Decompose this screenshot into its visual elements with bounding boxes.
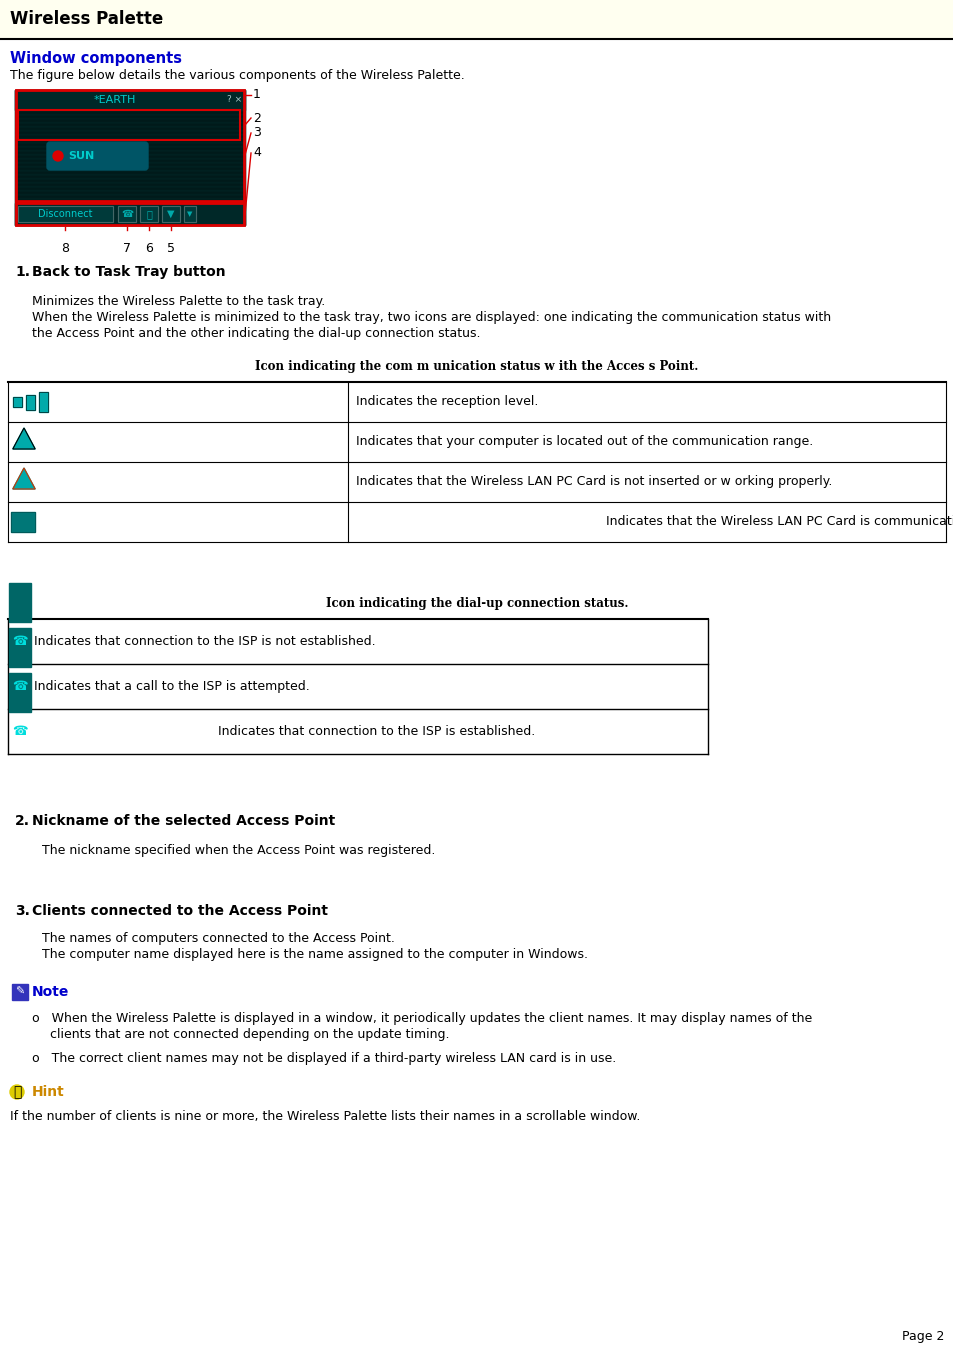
Text: Indicates that connection to the ISP is not established.: Indicates that connection to the ISP is … bbox=[34, 635, 375, 648]
Text: Minimizes the Wireless Palette to the task tray.: Minimizes the Wireless Palette to the ta… bbox=[32, 295, 325, 308]
Text: ☎: ☎ bbox=[12, 725, 28, 738]
Circle shape bbox=[53, 151, 63, 161]
Text: Back to Task Tray button: Back to Task Tray button bbox=[32, 265, 226, 280]
Bar bbox=[162, 205, 180, 222]
Text: *EARTH: *EARTH bbox=[93, 95, 136, 105]
FancyBboxPatch shape bbox=[47, 142, 148, 170]
Text: 3: 3 bbox=[253, 127, 260, 139]
Bar bbox=[26, 394, 35, 409]
Bar bbox=[39, 392, 48, 412]
Text: The computer name displayed here is the name assigned to the computer in Windows: The computer name displayed here is the … bbox=[42, 948, 587, 961]
Circle shape bbox=[10, 1085, 24, 1098]
Text: 1.: 1. bbox=[15, 265, 30, 280]
Text: ▼: ▼ bbox=[167, 209, 174, 219]
Text: Indicates that connection to the ISP is established.: Indicates that connection to the ISP is … bbox=[34, 725, 535, 738]
Text: 2.: 2. bbox=[15, 815, 30, 828]
Text: ☎: ☎ bbox=[121, 209, 132, 219]
Text: 5: 5 bbox=[167, 242, 174, 254]
Bar bbox=[18, 205, 112, 222]
Bar bbox=[18, 205, 112, 222]
Bar bbox=[39, 392, 48, 412]
Text: 2: 2 bbox=[253, 112, 260, 124]
Bar bbox=[11, 512, 35, 532]
Text: Indicates the reception level.: Indicates the reception level. bbox=[355, 396, 537, 408]
Text: 3.: 3. bbox=[15, 904, 30, 917]
Bar bbox=[15, 91, 245, 226]
Text: ☎: ☎ bbox=[12, 635, 28, 648]
Text: the Access Point and the other indicating the dial-up connection status.: the Access Point and the other indicatin… bbox=[32, 327, 480, 340]
Bar bbox=[16, 201, 244, 226]
Text: 7: 7 bbox=[123, 242, 131, 254]
Text: 🖥: 🖥 bbox=[146, 209, 152, 219]
Text: Window components: Window components bbox=[10, 50, 182, 65]
Text: Note: Note bbox=[32, 985, 70, 998]
Text: 4: 4 bbox=[253, 146, 260, 159]
Text: Wireless Palette: Wireless Palette bbox=[10, 9, 163, 28]
Bar bbox=[12, 984, 28, 1000]
Text: 💡: 💡 bbox=[12, 1085, 21, 1098]
Text: ▼: ▼ bbox=[187, 211, 193, 218]
Text: clients that are not connected depending on the update timing.: clients that are not connected depending… bbox=[50, 1028, 449, 1042]
Bar bbox=[118, 205, 136, 222]
Text: SUN: SUN bbox=[68, 151, 94, 161]
Text: Hint: Hint bbox=[32, 1085, 65, 1098]
Bar bbox=[162, 205, 180, 222]
Text: The nickname specified when the Access Point was registered.: The nickname specified when the Access P… bbox=[42, 844, 435, 857]
Bar bbox=[11, 512, 35, 532]
Text: Nickname of the selected Access Point: Nickname of the selected Access Point bbox=[32, 815, 335, 828]
Text: 1: 1 bbox=[253, 89, 260, 101]
Bar bbox=[13, 397, 22, 407]
Text: Clients connected to the Access Point: Clients connected to the Access Point bbox=[32, 904, 328, 917]
Bar bbox=[13, 397, 22, 407]
Bar bbox=[15, 91, 245, 109]
Text: Indicates that the Wireless LAN PC Card is not inserted or w orking properly.: Indicates that the Wireless LAN PC Card … bbox=[355, 476, 832, 489]
Bar bbox=[184, 205, 195, 222]
Polygon shape bbox=[12, 467, 35, 489]
Bar bbox=[16, 91, 244, 203]
Text: Icon indicating the dial-up connection status.: Icon indicating the dial-up connection s… bbox=[325, 597, 628, 611]
Bar bbox=[9, 628, 30, 667]
Text: ? ×: ? × bbox=[227, 96, 242, 104]
Polygon shape bbox=[12, 428, 35, 449]
Text: 8: 8 bbox=[61, 242, 70, 254]
Bar bbox=[18, 109, 240, 141]
Bar bbox=[15, 203, 245, 226]
Text: When the Wireless Palette is minimized to the task tray, two icons are displayed: When the Wireless Palette is minimized t… bbox=[32, 311, 830, 324]
Bar bbox=[9, 673, 30, 712]
Text: The names of computers connected to the Access Point.: The names of computers connected to the … bbox=[42, 932, 395, 944]
Bar bbox=[118, 205, 136, 222]
Text: Indicates that a call to the ISP is attempted.: Indicates that a call to the ISP is atte… bbox=[34, 680, 310, 693]
Text: Page 2: Page 2 bbox=[901, 1329, 943, 1343]
Text: o   When the Wireless Palette is displayed in a window, it periodically updates : o When the Wireless Palette is displayed… bbox=[32, 1012, 811, 1025]
Text: Indicates that the Wireless LAN PC Card is communicating in th: Indicates that the Wireless LAN PC Card … bbox=[605, 516, 953, 528]
Text: ✎: ✎ bbox=[15, 988, 25, 997]
Bar bbox=[9, 584, 30, 621]
Text: ☎: ☎ bbox=[12, 680, 28, 693]
Text: The figure below details the various components of the Wireless Palette.: The figure below details the various com… bbox=[10, 69, 464, 82]
Text: 6: 6 bbox=[145, 242, 152, 254]
Bar bbox=[140, 205, 158, 222]
Text: If the number of clients is nine or more, the Wireless Palette lists their names: If the number of clients is nine or more… bbox=[10, 1111, 639, 1123]
Text: Indicates that your computer is located out of the communication range.: Indicates that your computer is located … bbox=[355, 435, 812, 449]
Text: Disconnect: Disconnect bbox=[38, 209, 92, 219]
Text: o   The correct client names may not be displayed if a third-party wireless LAN : o The correct client names may not be di… bbox=[32, 1052, 616, 1065]
Bar bbox=[0, 0, 953, 38]
Bar bbox=[184, 205, 195, 222]
Text: Icon indicating the com m unication status w ith the Acces s Point.: Icon indicating the com m unication stat… bbox=[255, 359, 698, 373]
Bar bbox=[26, 394, 35, 409]
Bar bbox=[140, 205, 158, 222]
